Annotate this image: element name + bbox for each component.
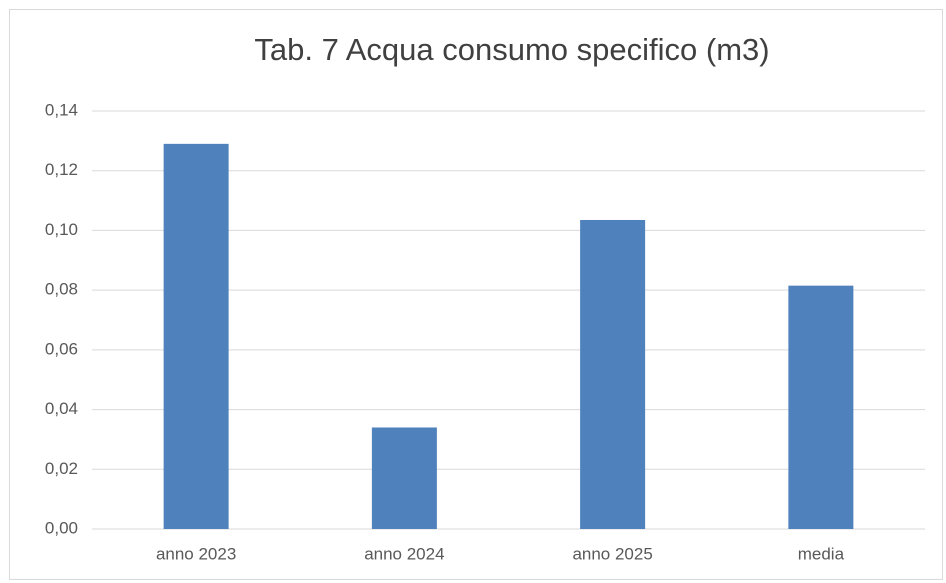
bar: [371, 427, 437, 529]
y-tick-label: 0,00: [45, 518, 78, 537]
y-tick-label: 0,10: [45, 220, 78, 239]
x-tick-label: anno 2024: [364, 544, 444, 563]
x-tick-label: anno 2025: [572, 544, 652, 563]
bar: [163, 143, 229, 530]
y-tick-label: 0,06: [45, 339, 78, 358]
bar: [580, 219, 646, 529]
y-tick-label: 0,14: [45, 100, 78, 119]
bar: [788, 285, 854, 529]
chart-title: Tab. 7 Acqua consumo specifico (m3): [254, 32, 769, 67]
y-tick-label: 0,02: [45, 459, 78, 478]
y-tick-label: 0,04: [45, 399, 78, 418]
x-tick-label: anno 2023: [156, 544, 236, 563]
y-tick-label: 0,08: [45, 280, 78, 299]
x-tick-label: media: [798, 544, 845, 563]
y-tick-label: 0,12: [45, 160, 78, 179]
